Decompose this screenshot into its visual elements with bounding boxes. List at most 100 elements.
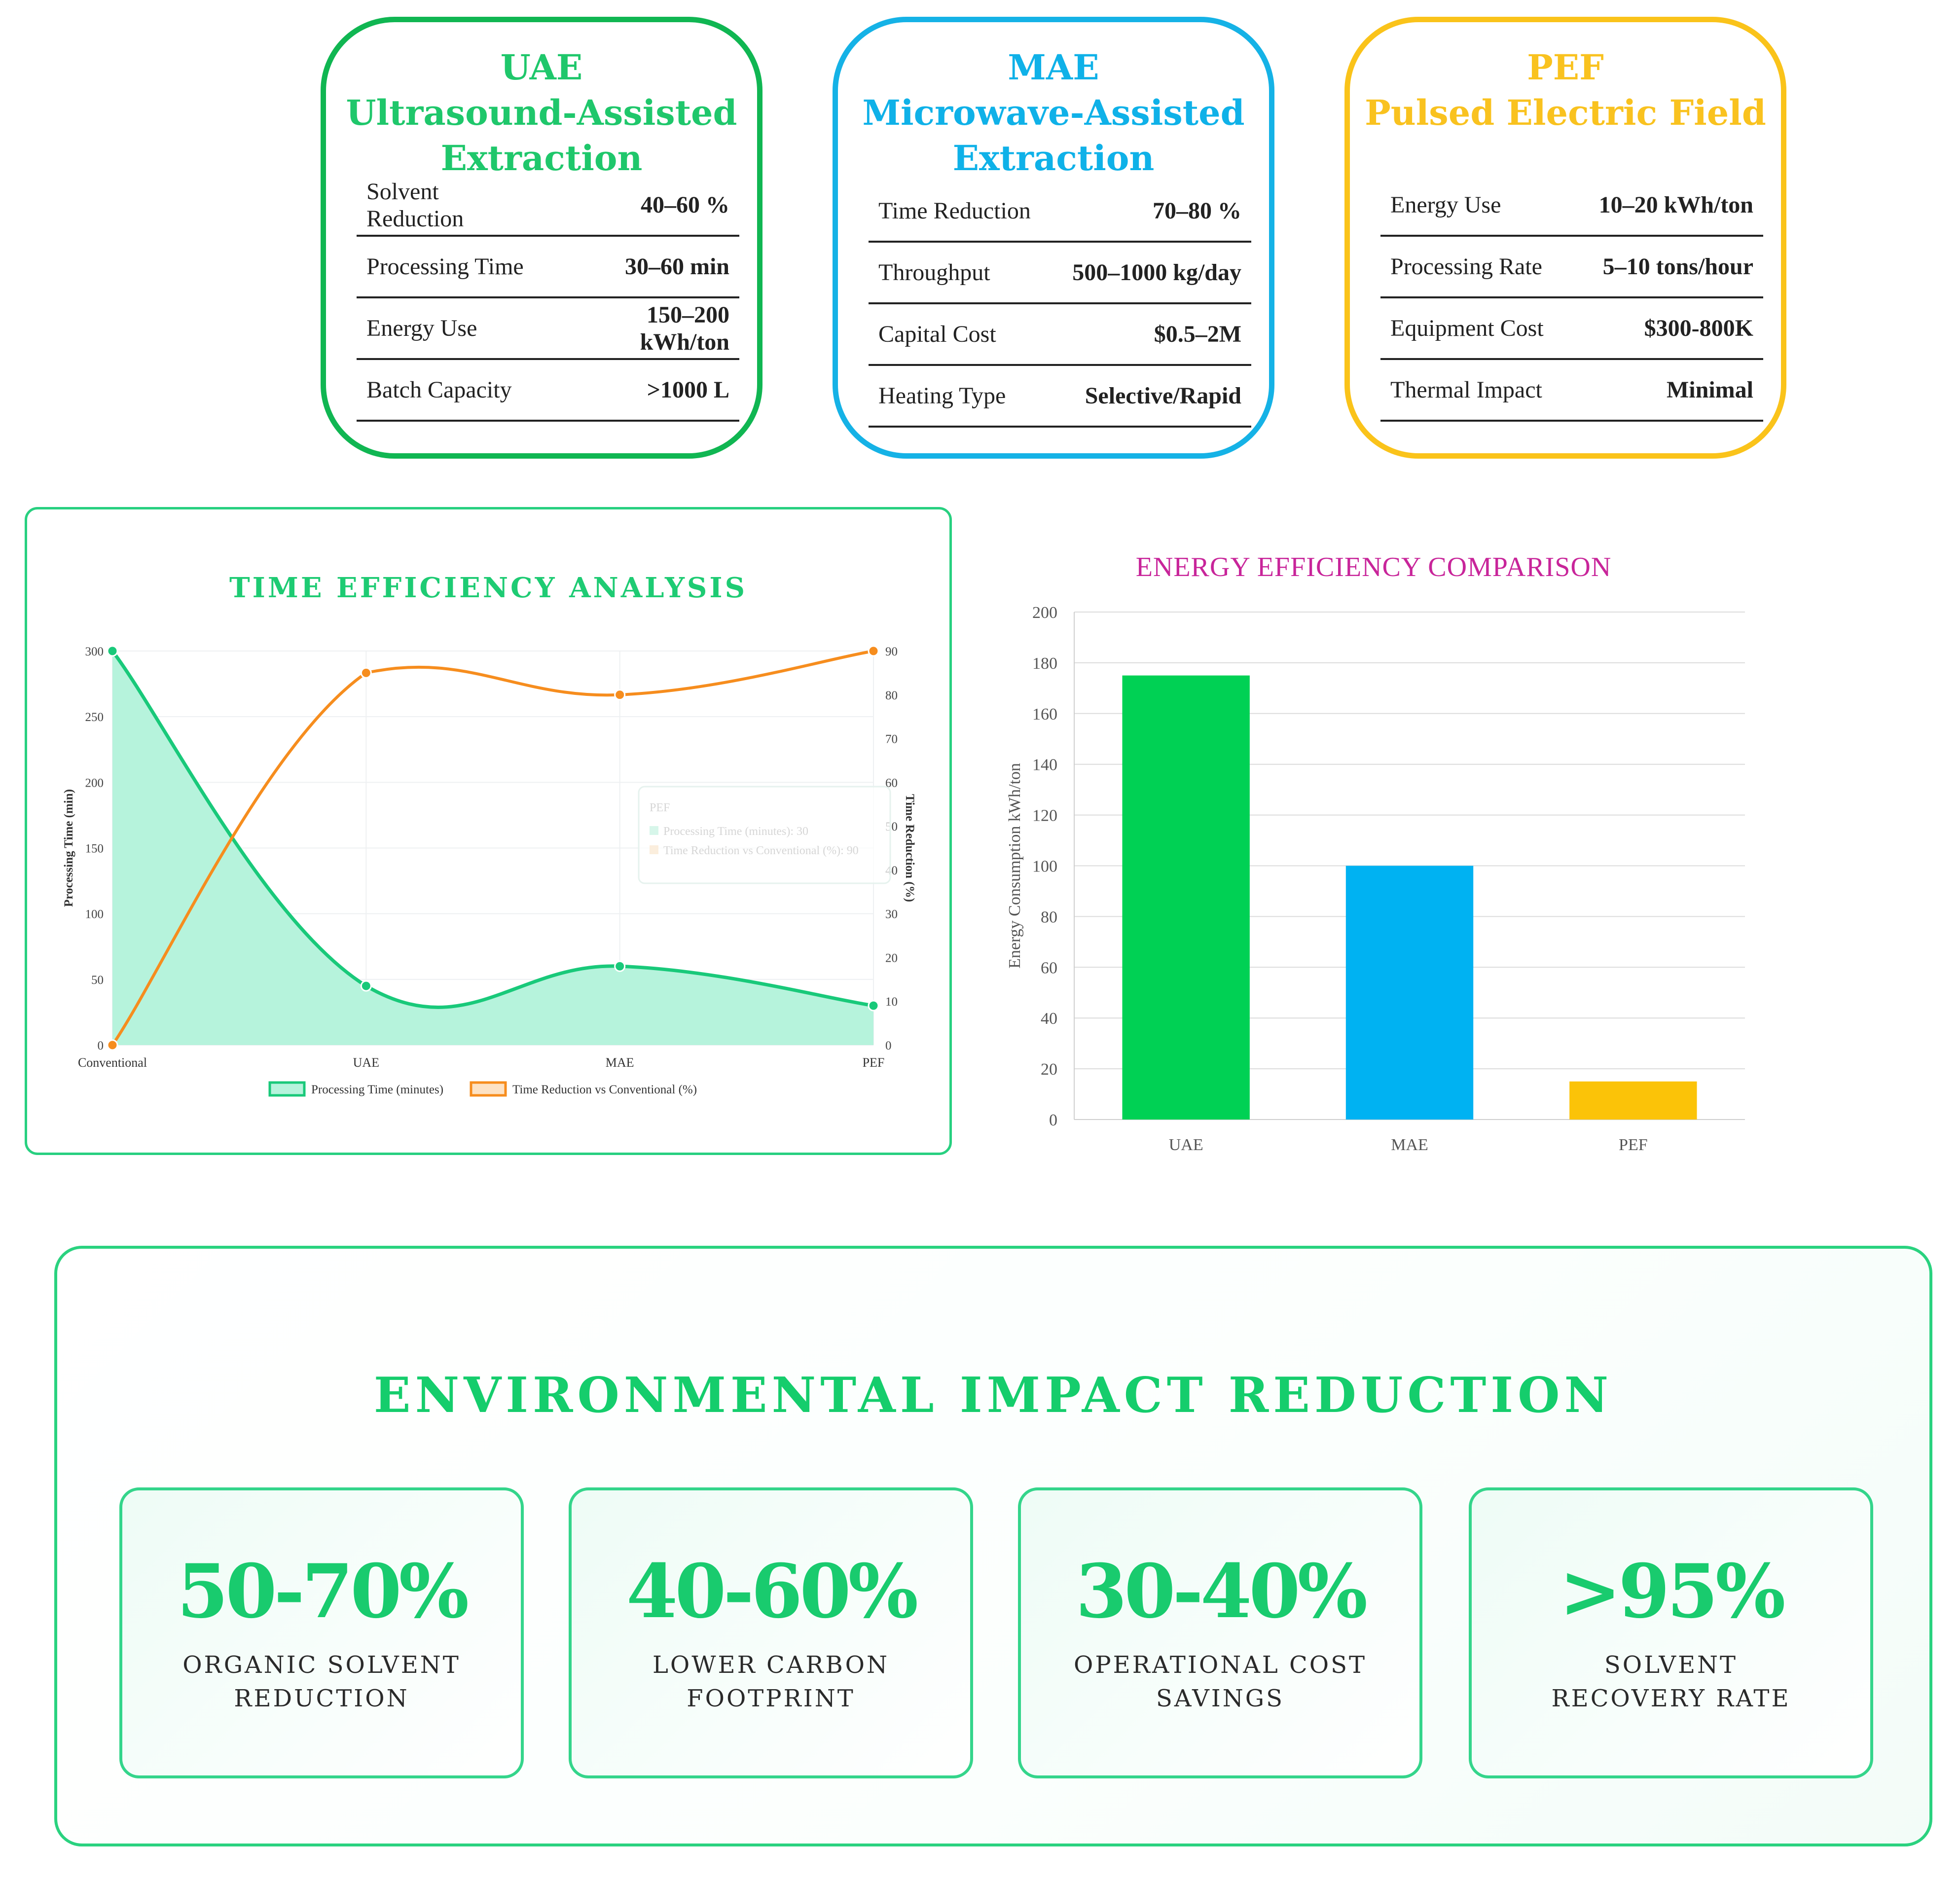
spec-label: Capital Cost [869,303,1052,366]
y2-tick-label: 10 [885,995,898,1009]
energy-efficiency-panel: ENERGY EFFICIENCY COMPARISON 0 20 40 60 80 100… [981,523,1820,1174]
stat-label: LOWER CARBON FOOTPRINT [652,1651,890,1712]
tooltip-swatch [650,845,658,854]
mae-card-title-line: MAE [1008,47,1099,88]
mae-spec-table: Time Reduction 70–80 % Throughput 500–1000… [869,181,1251,428]
spec-value: 500–1000 kg/day [1051,242,1251,304]
stat-value: >95% [1559,1548,1786,1635]
spec-label: Energy Use [357,297,547,360]
time-efficiency-panel: TIME EFFICIENCY ANALYSIS 0 50 100 150 200 250 3… [25,507,952,1155]
x-tick-label: PEF [1619,1136,1648,1154]
spec-value: 30–60 min [547,236,739,298]
y-axis-label: Processing Time (min) [62,789,75,907]
y2-tick-label: 20 [885,951,898,965]
y-tick-label: 300 [85,645,104,658]
environmental-impact-section: ENVIRONMENTAL IMPACT REDUCTION 50-70% OR… [54,1246,1932,1846]
y-tick-label: 50 [91,974,104,987]
spec-value: $0.5–2M [1051,303,1251,366]
spec-row: Energy Use 10–20 kWh/ton [1380,175,1763,237]
spec-label: Throughput [869,242,1052,304]
stat-value: 30-40% [1075,1548,1368,1635]
spec-value: 70–80 % [1051,181,1251,243]
stat-card-carbon-footprint: 40-60% LOWER CARBON FOOTPRINT [569,1487,973,1778]
y-tick-label: 140 [1032,756,1057,774]
stat-value: 50-70% [177,1548,469,1635]
spec-row: Heating Type Selective/Rapid [869,365,1251,428]
x-tick-label: MAE [606,1055,634,1070]
y-tick-label: 100 [1032,858,1057,876]
spec-label: Thermal Impact [1380,359,1571,422]
time-reduction-point [107,1039,118,1051]
y-tick-label: 200 [1032,604,1057,622]
pef-card-title-line: PEF [1527,47,1604,88]
tooltip-swatch [650,826,658,835]
pef-spec-table: Energy Use 10–20 kWh/ton Processing Rate 5… [1380,175,1763,422]
spec-value: 10–20 kWh/ton [1571,175,1763,237]
x-tick-label: UAE [353,1055,379,1070]
tooltip-line: Processing Time (minutes): 30 [663,825,808,838]
pef-card-title: PEF Pulsed Electric Field [1350,45,1781,136]
spec-row: Throughput 500–1000 kg/day [869,242,1251,304]
time-reduction-point [360,667,372,679]
environmental-impact-title: ENVIRONMENTAL IMPACT REDUCTION [373,1367,1613,1424]
spec-label: Heating Type [869,365,1052,428]
time-reduction-point [614,689,626,701]
spec-row: Energy Use 150–200 kWh/ton [357,297,739,360]
mae-card: MAE Microwave-Assisted Extraction Time R… [833,17,1274,459]
spec-row: Time Reduction 70–80 % [869,181,1251,243]
stat-label: SOLVENT RECOVERY RATE [1551,1651,1791,1712]
y2-tick-label: 70 [885,733,898,746]
spec-value: 40–60 % [547,175,739,237]
spec-value: Selective/Rapid [1051,365,1251,428]
spec-row: Processing Time 30–60 min [357,236,739,298]
tooltip-title: PEF [650,801,670,814]
x-tick-label: MAE [1391,1136,1428,1154]
processing-time-point [360,980,372,992]
y2-tick-label: 80 [885,689,898,702]
y-tick-label: 0 [1049,1111,1057,1129]
y-tick-label: 20 [1041,1060,1057,1079]
y-tick-label: 120 [1032,807,1057,825]
spec-value: Minimal [1571,359,1763,422]
time-reduction-point [868,645,879,657]
stat-card-cost-savings: 30-40% OPERATIONAL COST SAVINGS [1018,1487,1422,1778]
uae-card-title-line: UAE [500,47,583,88]
pef-card-title-line: Pulsed Electric Field [1365,92,1766,133]
spec-label: Time Reduction [869,181,1052,243]
stat-card-solvent-reduction: 50-70% ORGANIC SOLVENT REDUCTION [119,1487,524,1778]
spec-row: Solvent Reduction 40–60 % [357,175,739,237]
bar-mae [1345,866,1474,1120]
spec-value: 150–200 kWh/ton [547,297,739,360]
spec-value: 5–10 tons/hour [1571,236,1763,298]
processing-time-point [107,645,118,657]
energy-efficiency-chart: ENERGY EFFICIENCY COMPARISON 0 20 40 60 80 100… [1006,552,1745,1154]
stat-label: OPERATIONAL COST SAVINGS [1074,1651,1367,1712]
processing-time-area [112,651,873,1045]
y-tick-label: 150 [85,842,104,856]
bar-pef [1569,1081,1697,1120]
spec-value: $300-800K [1571,297,1763,360]
chart-title: ENERGY EFFICIENCY COMPARISON [1136,552,1612,582]
mae-card-title: MAE Microwave-Assisted Extraction [838,45,1269,181]
x-tick-label: PEF [863,1055,885,1070]
y-axis-label: Energy Consumption kWh/ton [1006,763,1024,969]
pef-card: PEF Pulsed Electric Field Energy Use 10–2… [1344,17,1786,459]
stat-value: 40-60% [626,1548,918,1635]
uae-card: UAE Ultrasound-Assisted Extraction Solve… [321,17,762,459]
spec-label: Energy Use [1380,175,1571,237]
y2-tick-label: 90 [885,645,898,658]
y-tick-label: 40 [1041,1010,1057,1028]
processing-time-point [868,1000,879,1012]
spec-row: Batch Capacity >1000 L [357,359,739,422]
y2-axis-label: Time Reduction (%) [903,794,916,902]
y2-tick-label: 0 [885,1039,892,1052]
time-efficiency-chart: TIME EFFICIENCY ANALYSIS0501001502002503… [62,572,916,1097]
uae-spec-table: Solvent Reduction 40–60 % Processing Time… [357,175,739,422]
y-tick-label: 250 [85,711,104,724]
y2-tick-label: 30 [885,908,898,921]
y-tick-label: 200 [85,776,104,790]
y-tick-label: 160 [1032,705,1057,723]
spec-row: Processing Rate 5–10 tons/hour [1380,236,1763,298]
bar-uae [1122,675,1250,1120]
legend-label: Processing Time (minutes) [311,1083,443,1096]
